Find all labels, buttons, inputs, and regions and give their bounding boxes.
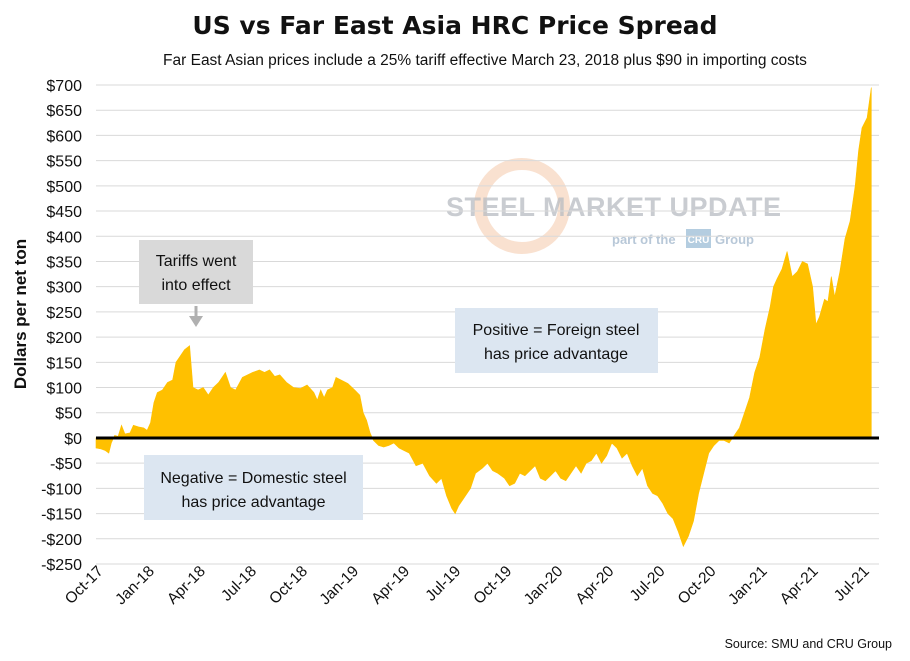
x-tick-label: Apr-19 <box>368 563 413 608</box>
y-tick-label: -$200 <box>41 532 82 549</box>
y-axis-label: Dollars per net ton <box>11 239 30 389</box>
watermark-tagline: part of the <box>612 232 676 247</box>
y-tick-label: -$250 <box>41 557 82 574</box>
negative-note-line-1: Negative = Domestic steel <box>160 470 346 487</box>
y-tick-label: $550 <box>46 154 82 171</box>
y-tick-label: $700 <box>46 78 82 95</box>
y-tick-label: -$100 <box>41 481 82 498</box>
chart-subtitle: Far East Asian prices include a 25% tari… <box>163 52 807 69</box>
y-tick-label: $250 <box>46 305 82 322</box>
y-tick-label: $150 <box>46 355 82 372</box>
spread-area <box>95 87 872 548</box>
x-tick-label: Jan-19 <box>317 563 363 609</box>
watermark-brand: STEEL MARKET UPDATE <box>446 192 782 222</box>
tariffs-callout: Tariffs went into effect <box>139 240 253 327</box>
x-tick-label: Jan-21 <box>725 563 771 609</box>
y-tick-label: $450 <box>46 204 82 221</box>
negative-note: Negative = Domestic steel has price adva… <box>144 455 363 520</box>
positive-note-line-1: Positive = Foreign steel <box>473 322 640 339</box>
x-tick-label: Oct-18 <box>266 563 311 608</box>
y-tick-label: $600 <box>46 128 82 145</box>
x-tick-label: Oct-19 <box>470 563 515 608</box>
y-tick-label: $100 <box>46 381 82 398</box>
watermark-badge: CRU <box>688 235 710 246</box>
x-tick-label: Apr-21 <box>777 563 822 608</box>
watermark-swirl-icon <box>474 158 570 254</box>
y-tick-label: $50 <box>55 406 82 423</box>
x-tick-label: Apr-20 <box>573 563 618 608</box>
positive-note-line-2: has price advantage <box>484 346 628 363</box>
source-note: Source: SMU and CRU Group <box>725 637 892 651</box>
watermark: STEEL MARKET UPDATE part of the CRU Grou… <box>446 158 782 254</box>
x-tick-label: Jul-19 <box>422 563 464 605</box>
y-tick-label: -$50 <box>50 456 82 473</box>
tariffs-callout-line-2: into effect <box>161 277 231 294</box>
negative-note-line-2: has price advantage <box>181 494 325 511</box>
y-tick-label: $650 <box>46 103 82 120</box>
x-tick-label: Jan-20 <box>521 563 567 609</box>
tariffs-callout-box <box>139 240 253 304</box>
x-tick-label: Apr-18 <box>164 563 209 608</box>
negative-note-box <box>144 455 363 520</box>
positive-note: Positive = Foreign steel has price advan… <box>455 308 658 373</box>
series-area <box>95 87 872 548</box>
cru-badge-icon <box>686 229 711 248</box>
y-tick-label: $350 <box>46 254 82 271</box>
y-tick-label: -$150 <box>41 507 82 524</box>
chart-title: US vs Far East Asia HRC Price Spread <box>192 11 717 40</box>
tariffs-arrow-icon <box>189 316 203 327</box>
y-tick-label: $400 <box>46 229 82 246</box>
y-tick-label: $500 <box>46 179 82 196</box>
y-tick-label: $200 <box>46 330 82 347</box>
y-tick-label: $300 <box>46 280 82 297</box>
x-tick-label: Jul-21 <box>831 563 873 605</box>
watermark-group: Group <box>715 232 754 247</box>
y-tick-label: $0 <box>64 431 82 448</box>
tariffs-callout-line-1: Tariffs went <box>156 253 237 270</box>
x-tick-label: Jul-18 <box>218 563 260 605</box>
x-tick-label: Jul-20 <box>627 563 669 605</box>
x-tick-label: Oct-20 <box>675 563 720 608</box>
positive-note-box <box>455 308 658 373</box>
x-tick-label: Jan-18 <box>112 563 158 609</box>
